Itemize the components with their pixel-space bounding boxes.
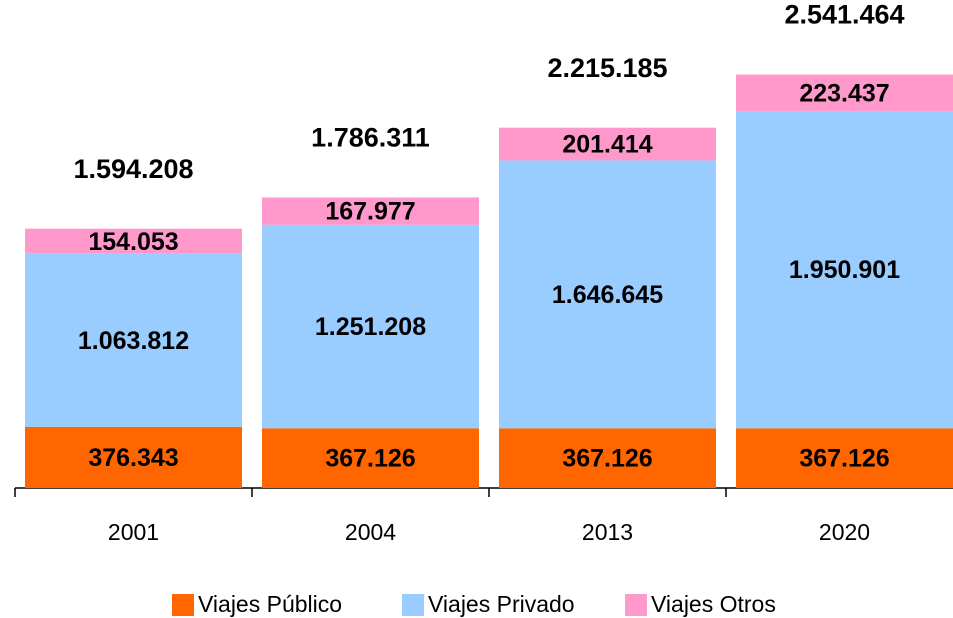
value-label: 154.053 xyxy=(88,228,178,256)
value-label: 1.950.901 xyxy=(789,256,900,284)
bar-segment xyxy=(499,160,716,429)
value-label: 367.126 xyxy=(562,445,652,473)
bar-segment xyxy=(25,253,242,427)
bar-segment xyxy=(736,74,953,111)
bar-segment xyxy=(25,228,242,254)
legend-label: Viajes Público xyxy=(198,591,342,617)
value-label: 367.126 xyxy=(325,445,415,473)
bar-segment xyxy=(25,426,242,488)
legend-swatch xyxy=(625,594,647,616)
legend-swatch xyxy=(172,594,194,616)
total-label: 2.215.185 xyxy=(547,53,667,83)
value-label: 223.437 xyxy=(799,79,889,107)
total-label: 1.786.311 xyxy=(311,123,430,153)
total-label: 1.594.208 xyxy=(73,154,193,184)
x-tick-label: 2020 xyxy=(819,519,870,545)
bar-segment xyxy=(262,197,479,225)
value-label: 201.414 xyxy=(562,131,652,159)
bar-segment xyxy=(499,428,716,488)
value-label: 1.063.812 xyxy=(78,327,189,355)
value-label: 1.251.208 xyxy=(315,313,426,341)
bar-segment xyxy=(736,428,953,488)
bar-segment xyxy=(262,428,479,488)
value-label: 1.646.645 xyxy=(552,281,663,309)
value-label: 367.126 xyxy=(799,445,889,473)
bar-segment xyxy=(262,224,479,429)
value-label: 167.977 xyxy=(325,198,415,226)
x-tick-label: 2001 xyxy=(108,519,159,545)
legend-swatch xyxy=(402,594,424,616)
legend-label: Viajes Privado xyxy=(428,591,575,617)
value-label: 376.343 xyxy=(88,444,178,472)
bar-segment xyxy=(736,110,953,429)
total-label: 2.541.464 xyxy=(784,0,904,30)
x-tick-label: 2004 xyxy=(345,519,396,545)
x-tick-label: 2013 xyxy=(582,519,633,545)
legend-label: Viajes Otros xyxy=(651,591,776,617)
bar-segment xyxy=(499,127,716,161)
